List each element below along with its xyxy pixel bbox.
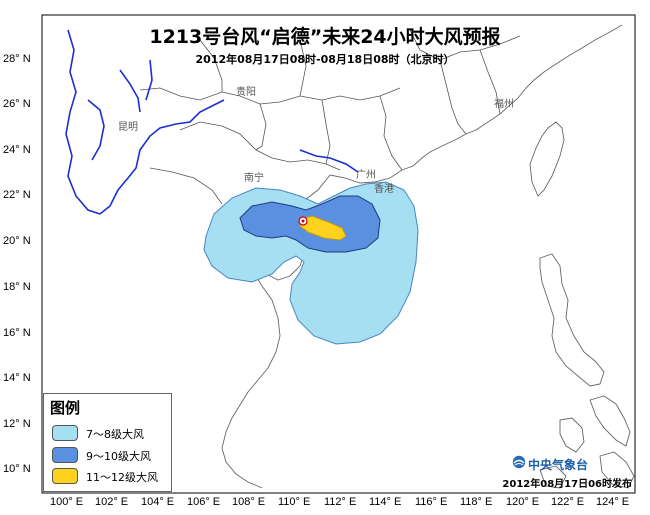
legend-label-9-10: 9～10级大风 [86, 450, 151, 463]
lon-label-108: 108° E [232, 496, 266, 508]
lat-label-26: 26° N [3, 98, 31, 110]
legend-box: 图例 7～8级大风 9～10级大风 11～12级大风 [43, 393, 172, 492]
city-label-fuzhou: 福州 [494, 99, 514, 110]
lon-label-116: 116° E [415, 496, 448, 508]
lon-label-100: 100° E [50, 496, 84, 508]
legend-swatch-11-12 [52, 468, 78, 484]
lat-label-24: 24° N [3, 144, 31, 156]
city-label-nanning: 南宁 [244, 173, 264, 184]
lat-label-16: 16° N [3, 327, 31, 339]
lat-label-28: 28° N [3, 53, 31, 65]
luzon-island [539, 253, 605, 387]
city-label-hongkong: 香港 [374, 184, 394, 195]
lon-label-106: 106° E [187, 496, 221, 508]
legend-title: 图例 [50, 399, 81, 417]
city-label-guangzhou: 广州 [356, 170, 376, 181]
lon-label-102: 102° E [95, 496, 129, 508]
lon-label-122: 122° E [551, 496, 585, 508]
zone-11-12-gale-area [299, 215, 347, 241]
map-title: 1213号台风“启德”未来24小时大风预报 [149, 26, 501, 48]
lon-label-114: 114° E [369, 496, 402, 508]
lon-label-118: 118° E [460, 496, 493, 508]
lon-label-124: 124° E [596, 496, 630, 508]
lat-label-20: 20° N [3, 235, 31, 247]
legend-label-7-8: 7～8级大风 [86, 428, 144, 441]
legend-swatch-9-10 [52, 447, 78, 463]
land-outlines [219, 24, 635, 489]
city-label-kunming: 昆明 [118, 122, 138, 133]
legend-swatch-7-8 [52, 425, 78, 441]
legend-label-11-12: 11～12级大风 [86, 471, 158, 484]
typhoon-center-marker [298, 216, 308, 226]
lon-label-120: 120° E [506, 496, 540, 508]
lat-label-12: 12° N [3, 418, 31, 430]
agency-name: 中央气象台 [528, 458, 589, 472]
province-borders [139, 29, 521, 205]
lat-label-18: 18° N [3, 281, 31, 293]
city-label-guiyang: 贵阳 [236, 87, 256, 98]
lat-label-14: 14° N [3, 372, 31, 384]
taiwan-island [529, 121, 565, 197]
lon-label-104: 104° E [141, 496, 175, 508]
lon-label-112: 112° E [324, 496, 357, 508]
issue-time: 2012年08月17日06时发布 [502, 479, 632, 490]
lon-label-110: 110° E [278, 496, 311, 508]
lat-label-22: 22° N [3, 189, 31, 201]
lat-label-10: 10° N [3, 463, 31, 475]
cma-logo-icon [512, 455, 526, 469]
map-subtitle: 2012年08月17日08时-08月18日08时（北京时） [195, 53, 455, 66]
blue-borders [65, 29, 359, 215]
